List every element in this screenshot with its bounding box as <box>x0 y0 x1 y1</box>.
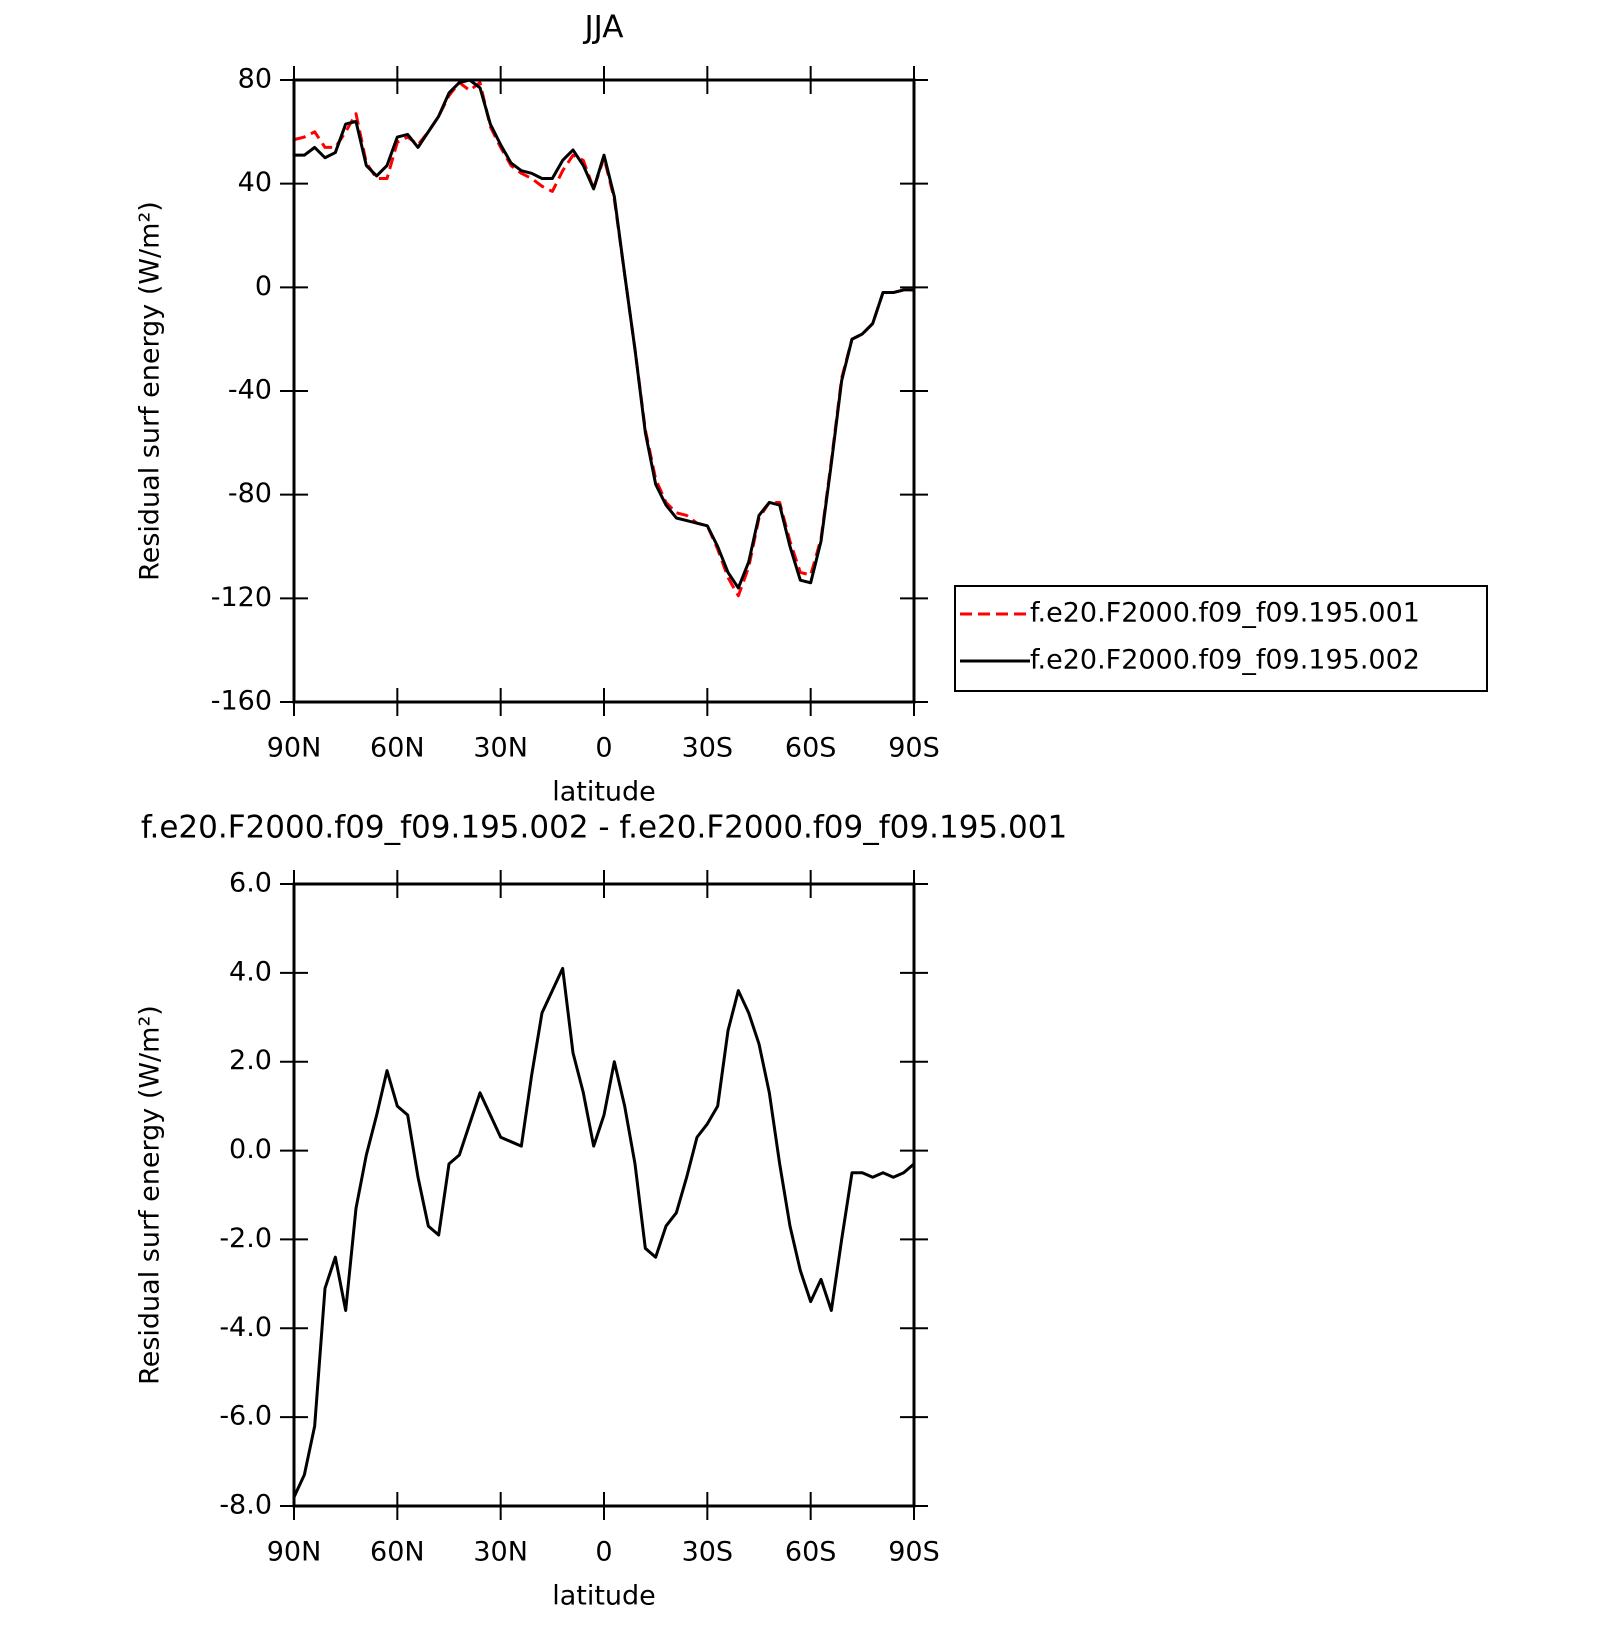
x-axis-label: latitude <box>552 777 656 808</box>
chart-title: JJA <box>583 10 624 46</box>
x-axis-label: latitude <box>552 1581 656 1612</box>
y-tick-label: 80 <box>238 64 272 95</box>
legend-label: f.e20.F2000.f09_f09.195.001 <box>1030 598 1420 629</box>
plot: f.e20.F2000.f09_f09.195.002 - f.e20.F200… <box>135 810 1068 1612</box>
y-tick-label: -120 <box>211 582 272 613</box>
legend-label: f.e20.F2000.f09_f09.195.002 <box>1030 645 1420 676</box>
legend-box <box>954 585 1488 692</box>
x-tick-label: 30S <box>682 733 734 764</box>
y-tick-label: -4.0 <box>219 1312 272 1343</box>
y-tick-label: 2.0 <box>229 1045 272 1076</box>
y-tick-label: 6.0 <box>229 868 272 899</box>
data-line <box>292 966 915 1498</box>
x-tick-label: 60N <box>370 733 425 764</box>
x-tick-label: 60S <box>785 733 837 764</box>
y-tick-label: -160 <box>211 686 272 717</box>
y-tick-label: -6.0 <box>219 1401 272 1432</box>
y-tick-label: 0.0 <box>229 1134 272 1165</box>
chart-title: f.e20.F2000.f09_f09.195.002 - f.e20.F200… <box>141 810 1067 846</box>
x-tick-label: 0 <box>595 1537 612 1568</box>
x-tick-label: 90N <box>267 733 322 764</box>
y-axis-label: Residual surf energy (W/m²) <box>135 1005 166 1385</box>
y-tick-label: -8.0 <box>219 1490 272 1521</box>
x-tick-label: 60N <box>370 1537 425 1568</box>
x-tick-label: 30S <box>682 1537 734 1568</box>
plot: JJA latitude Residual surf energy (W/m²) -1… <box>135 10 1488 808</box>
x-tick-label: 30N <box>473 733 528 764</box>
y-tick-label: -80 <box>228 478 272 509</box>
y-tick-label: -2.0 <box>219 1223 272 1254</box>
x-tick-label: 90S <box>888 1537 940 1568</box>
x-tick-label: 90N <box>267 1537 322 1568</box>
x-tick-label: 0 <box>595 733 612 764</box>
data-line <box>294 78 914 590</box>
y-tick-label: -40 <box>228 375 272 406</box>
y-tick-label: 0 <box>255 271 272 302</box>
x-tick-label: 90S <box>888 733 940 764</box>
y-axis-label: Residual surf energy (W/m²) <box>135 201 166 581</box>
x-tick-label: 30N <box>473 1537 528 1568</box>
plot-frame <box>292 78 916 704</box>
y-tick-label: 40 <box>238 167 272 198</box>
plot-frame <box>292 882 916 1508</box>
y-tick-label: 4.0 <box>229 956 272 987</box>
x-tick-label: 60S <box>785 1537 837 1568</box>
